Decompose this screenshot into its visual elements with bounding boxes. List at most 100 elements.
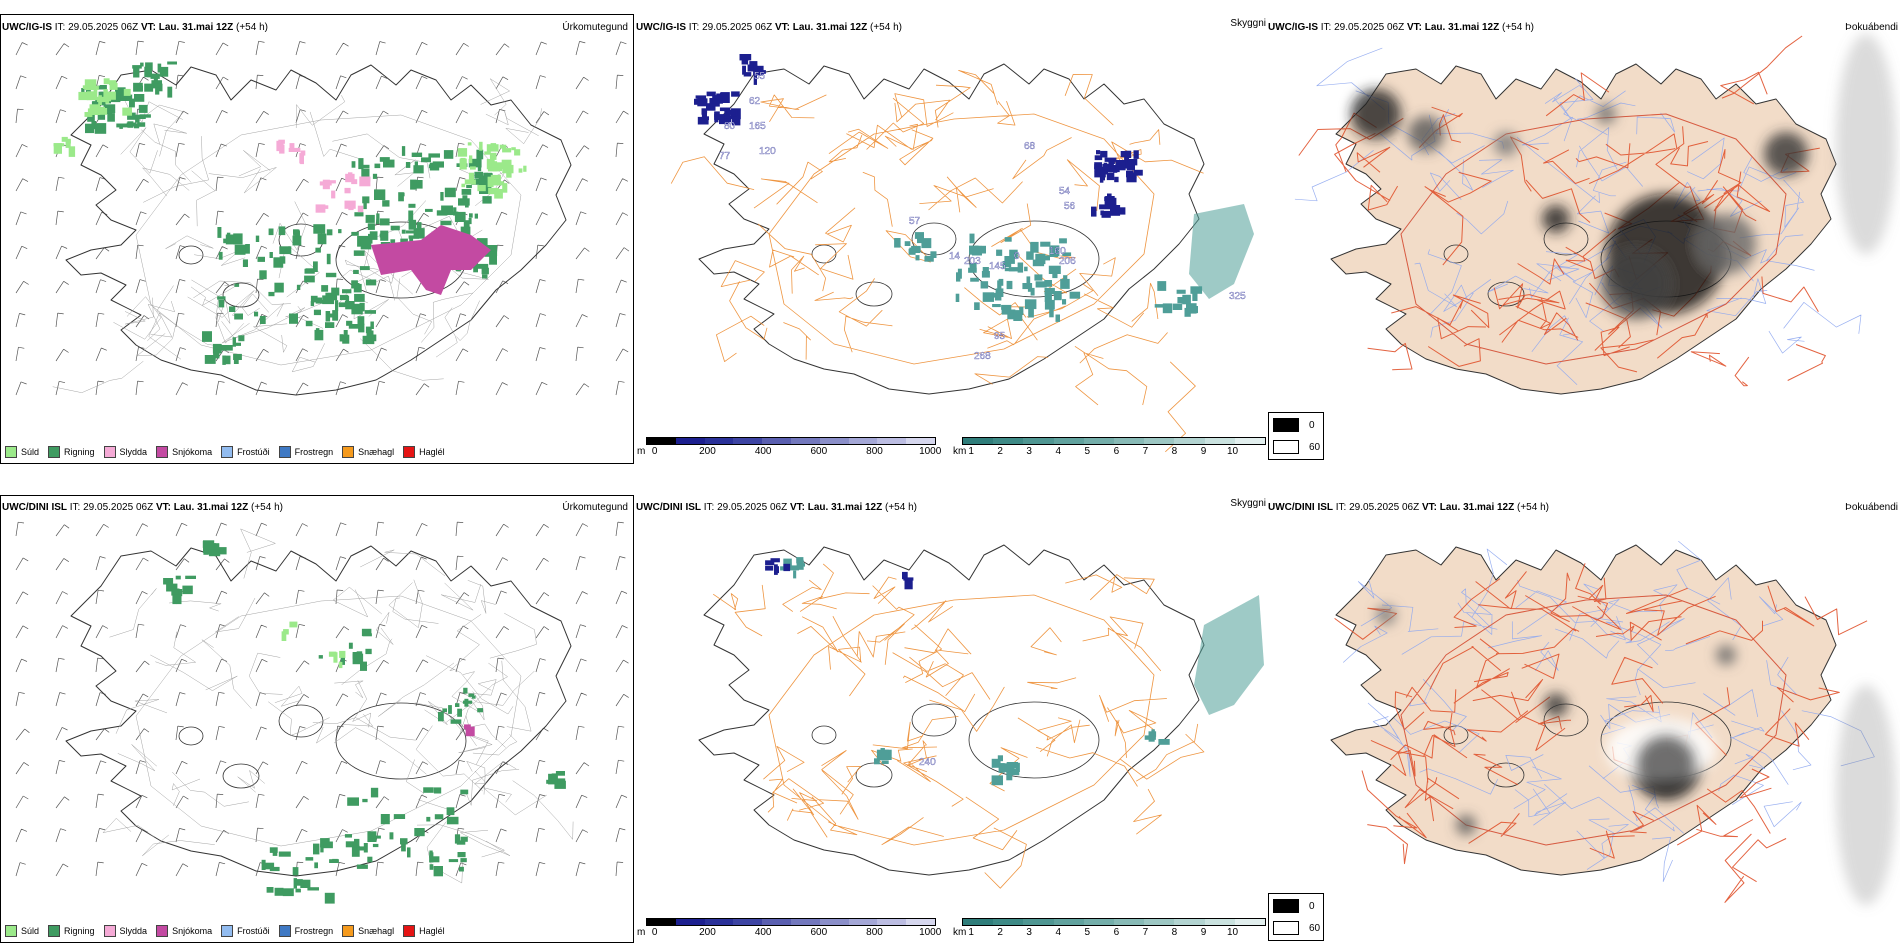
colorbar-tick: 600 <box>810 927 828 938</box>
colorbar-tick: 200 <box>699 446 716 457</box>
colorbar-unit: m <box>637 927 646 938</box>
fog-shading <box>1351 89 1808 319</box>
wind-barbs <box>15 521 629 877</box>
legend-label: Frostregn <box>294 447 334 457</box>
fog-legend-item: 60 <box>1273 921 1320 935</box>
colorbar-tick: 3 <box>1026 446 1032 457</box>
colorbar-strip <box>962 918 1266 926</box>
fog-map-igis <box>1294 34 1896 395</box>
legend-label: Slydda <box>119 447 148 457</box>
fog-legend-item: 0 <box>1273 899 1315 913</box>
legend-label: Haglél <box>419 926 445 936</box>
fog-legend: 0 60 <box>1268 412 1324 460</box>
colorbar-tick: 2 <box>997 446 1003 457</box>
legend-label: Rigning <box>64 447 95 457</box>
legend-swatch <box>156 925 169 937</box>
legend-item: Rigning <box>48 925 95 937</box>
fog-offshore <box>1836 34 1896 254</box>
colorbar-tick: 7 <box>1142 927 1149 938</box>
panel-name: Úrkomutegund <box>562 502 628 513</box>
colorbar-tick: 5 <box>1084 446 1091 457</box>
panel-precip-type-dini: Súld Rigning Slydda Snjókoma Frostúði Frostre… <box>0 495 634 943</box>
colorbar-strip <box>646 918 936 926</box>
panel-precip-type-igis: Súld Rigning Slydda Snjókoma Frostúði Frostre… <box>0 14 634 464</box>
precip-map-igis <box>15 40 630 396</box>
fog-legend-label: 60 <box>1309 922 1321 934</box>
colorbar-tick: 5 <box>1084 927 1091 938</box>
colorbar-tick: 6 <box>1113 446 1120 457</box>
colorbar-tick: 8 <box>1171 927 1178 938</box>
panel-title: UWC/IG-IS IT: 29.05.2025 06Z VT: Lau. 31… <box>2 22 268 33</box>
panel-title: UWC/DINI ISL IT: 29.05.2025 06Z VT: Lau.… <box>2 502 283 513</box>
colorbar-strip <box>646 437 936 445</box>
visibility-map-dini: 240 <box>698 544 1264 889</box>
iceland-coastline <box>698 544 1205 889</box>
colorbar-tick: 4 <box>1055 446 1062 457</box>
legend-swatch <box>342 446 355 458</box>
legend-swatch <box>342 925 355 937</box>
colorbar-unit: km <box>953 446 967 457</box>
legend-item: Súld <box>5 925 39 937</box>
legend-item: Rigning <box>48 446 95 458</box>
ceiling-label: 325 <box>1229 291 1246 302</box>
fog-legend-label: 60 <box>1309 441 1321 453</box>
legend-label: Snjókoma <box>172 926 213 936</box>
fog-legend-swatch <box>1273 418 1299 432</box>
ceiling-label: 160 <box>1049 246 1066 257</box>
colorbar-tick: 9 <box>1200 927 1207 938</box>
ceiling-label: 62 <box>749 96 761 107</box>
ceiling-label: 240 <box>919 757 936 768</box>
panel-visibility-dini: 2 4 0 <box>634 495 1266 943</box>
legend-swatch <box>5 925 17 937</box>
ceiling-label: 77 <box>719 151 731 162</box>
legend-swatch <box>48 446 61 458</box>
colorbar-tick: 1 <box>968 927 974 938</box>
legend-swatch <box>103 446 116 458</box>
iceland-coastline <box>65 528 574 904</box>
ceiling-label: 120 <box>759 146 776 157</box>
panel-name: Skyggni <box>1230 498 1266 509</box>
panel-title: UWC/IG-IS IT: 29.05.2025 06Z VT: Lau. 31… <box>1268 22 1534 33</box>
legend-swatch <box>103 925 116 937</box>
panel-title: UWC/DINI ISL IT: 29.05.2025 06Z VT: Lau.… <box>1268 502 1549 513</box>
ceiling-label: 57 <box>909 216 921 227</box>
ceiling-label: 145 <box>989 261 1006 272</box>
legend-label: Snæhagl <box>358 926 395 936</box>
fog-offshore <box>1836 685 1896 905</box>
visibility-offshore <box>1194 595 1264 715</box>
legend-label: Slydda <box>119 926 148 936</box>
legend-swatch <box>278 446 291 458</box>
colorbar-unit: km <box>953 927 967 938</box>
visibility-colorbar: km 1 2 3 4 5 6 7 8 9 10 <box>953 918 1266 942</box>
ceiling-label: 203 <box>964 256 981 267</box>
legend-swatch <box>156 446 169 458</box>
panel-visibility-igis: 55 62 80 165 77 120 68 54 56 57 14 203 145 0 160 206 95 2… <box>634 14 1266 464</box>
legend-item: Haglél <box>403 925 445 937</box>
legend-item: Frostregn <box>278 925 334 937</box>
fog-legend-label: 0 <box>1309 419 1315 431</box>
legend-item: Slydda <box>103 925 148 937</box>
iceland-coastline <box>52 61 572 396</box>
panel-name: Úrkomutegund <box>562 22 628 33</box>
visibility-offshore <box>1189 204 1254 299</box>
colorbar-tick: 0 <box>651 927 658 938</box>
legend-label: Snjókoma <box>172 447 213 457</box>
legend-label: Frostregn <box>294 926 334 936</box>
legend-item: Haglél <box>403 446 445 458</box>
colorbar-tick: 1000 <box>919 446 942 457</box>
ceiling-label: 80 <box>724 121 736 132</box>
legend-swatch <box>5 446 17 458</box>
legend-item: Slydda <box>103 446 148 458</box>
ceiling-label: 165 <box>749 121 766 132</box>
ceiling-colorbar: m 0 200 400 600 800 1000 <box>637 918 941 942</box>
colorbar-tick: 4 <box>1055 927 1062 938</box>
colorbar-tick: 0 <box>651 446 658 457</box>
legend-label: Snæhagl <box>358 447 395 457</box>
colorbar-tick: 200 <box>699 927 716 938</box>
precip-legend: Súld Rigning Slydda Snjókoma Frostúði Frostre… <box>5 444 445 460</box>
panel-name: Skyggni <box>1230 18 1266 29</box>
legend-swatch <box>221 446 234 458</box>
legend-label: Rigning <box>64 926 95 936</box>
ceiling-colorbar: m 0 200 400 600 800 1000 <box>637 437 941 461</box>
